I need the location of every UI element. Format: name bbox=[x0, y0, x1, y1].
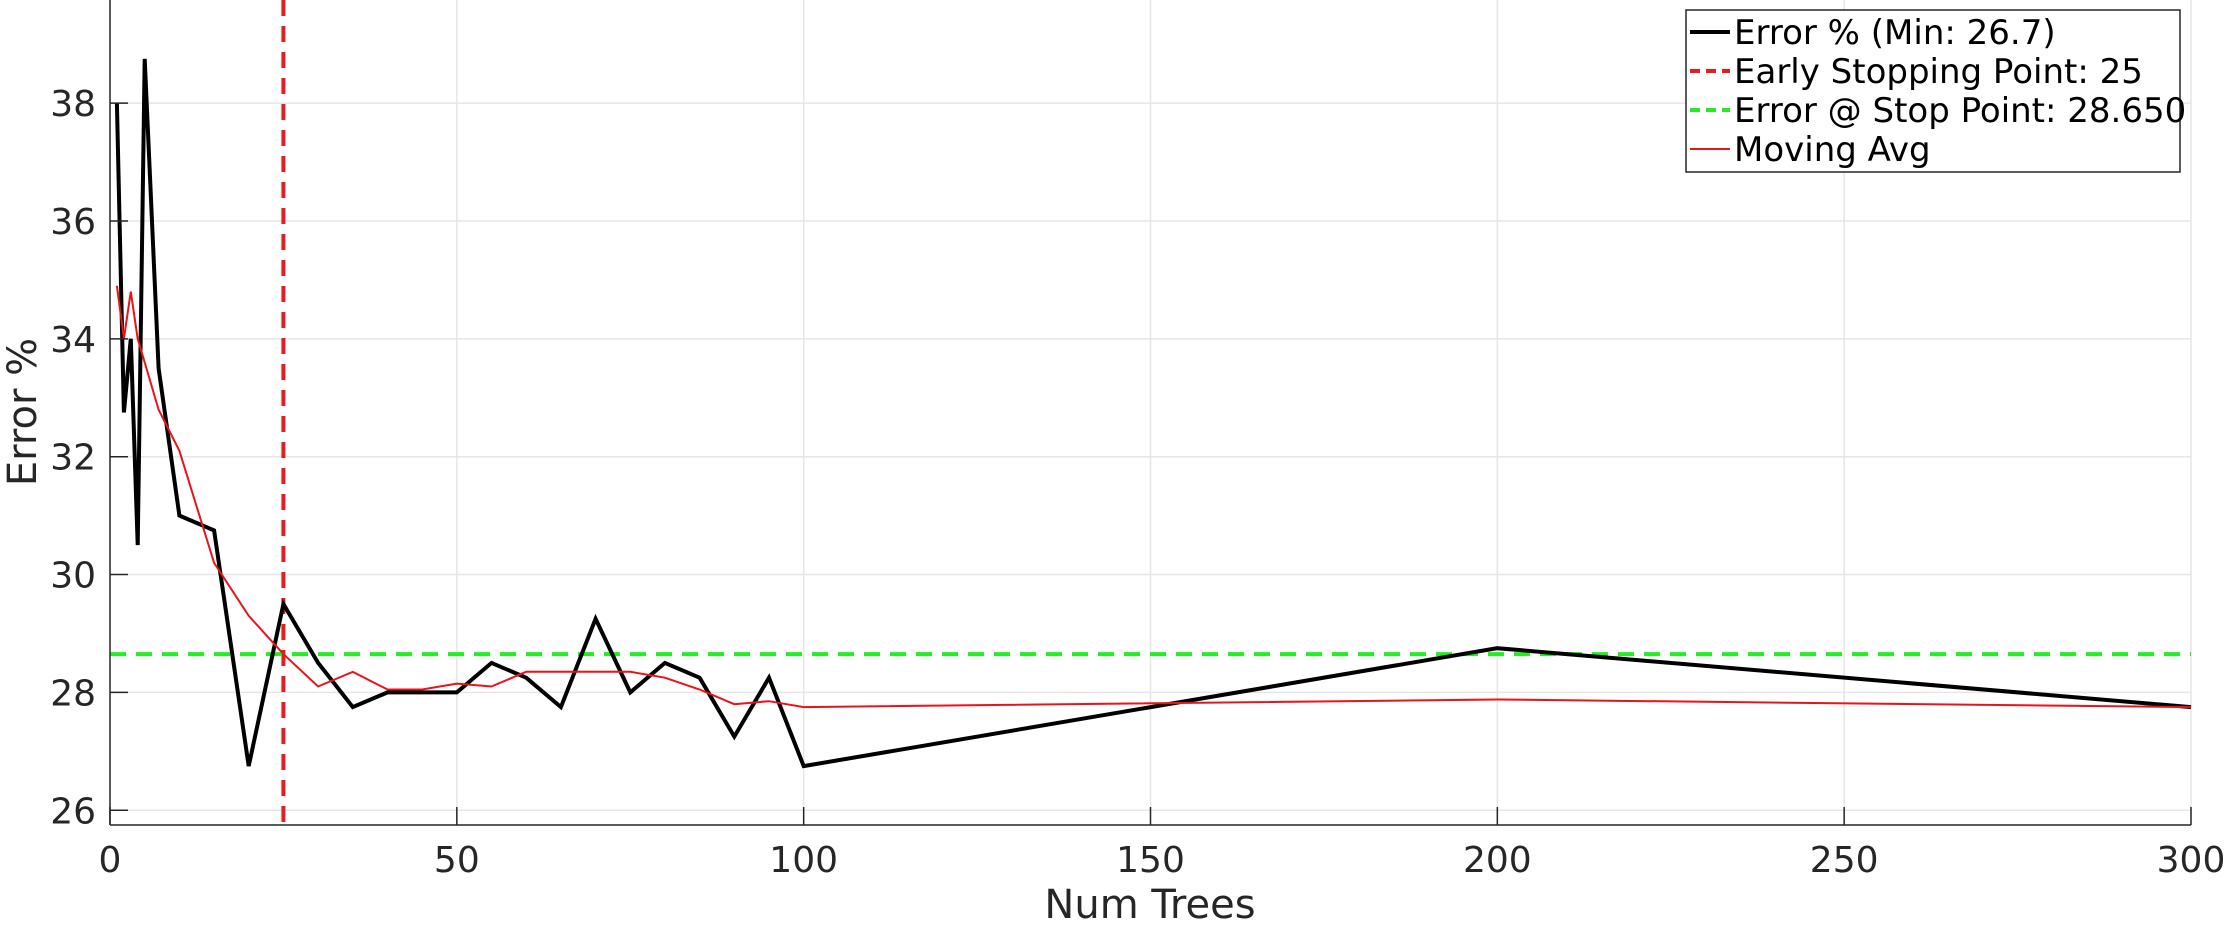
x-tick-label: 300 bbox=[2157, 840, 2226, 881]
y-tick-label: 28 bbox=[50, 673, 96, 714]
y-tick-label: 36 bbox=[50, 202, 96, 243]
legend: Error % (Min: 26.7)Early Stopping Point:… bbox=[1685, 9, 2186, 173]
x-tick-label: 0 bbox=[99, 840, 122, 881]
y-tick-label: 32 bbox=[50, 438, 96, 479]
y-tick-label: 30 bbox=[50, 556, 96, 597]
legend-box bbox=[1685, 9, 2181, 173]
axes bbox=[109, 0, 2192, 826]
y-axis-label: Error % bbox=[0, 338, 46, 486]
series bbox=[114, 58, 2192, 769]
y-tick-label: 38 bbox=[50, 84, 96, 125]
y-tick-label: 26 bbox=[50, 791, 96, 832]
x-axis-label: Num Trees bbox=[1044, 882, 1255, 928]
legend-entry: Error % (Min: 26.7) bbox=[1734, 13, 2056, 53]
tick-labels: 0 50 100 150 200 250 300 26 28 30 32 34 36 38 bbox=[50, 84, 2225, 881]
legend-entry: Early Stopping Point: 25 bbox=[1734, 52, 2143, 92]
reference-lines bbox=[110, 0, 2191, 825]
y-tick-label: 34 bbox=[50, 320, 96, 361]
legend-entry: Moving Avg bbox=[1734, 130, 1931, 170]
x-tick-label: 150 bbox=[1116, 840, 1185, 881]
legend-entry: Error @ Stop Point: 28.650 bbox=[1734, 91, 2186, 131]
moving-avg-series-line bbox=[115, 285, 2192, 709]
x-tick-label: 250 bbox=[1810, 840, 1879, 881]
x-tick-label: 50 bbox=[434, 840, 480, 881]
x-tick-label: 200 bbox=[1463, 840, 1532, 881]
error-series-line bbox=[114, 58, 2192, 769]
x-tick-label: 100 bbox=[769, 840, 838, 881]
